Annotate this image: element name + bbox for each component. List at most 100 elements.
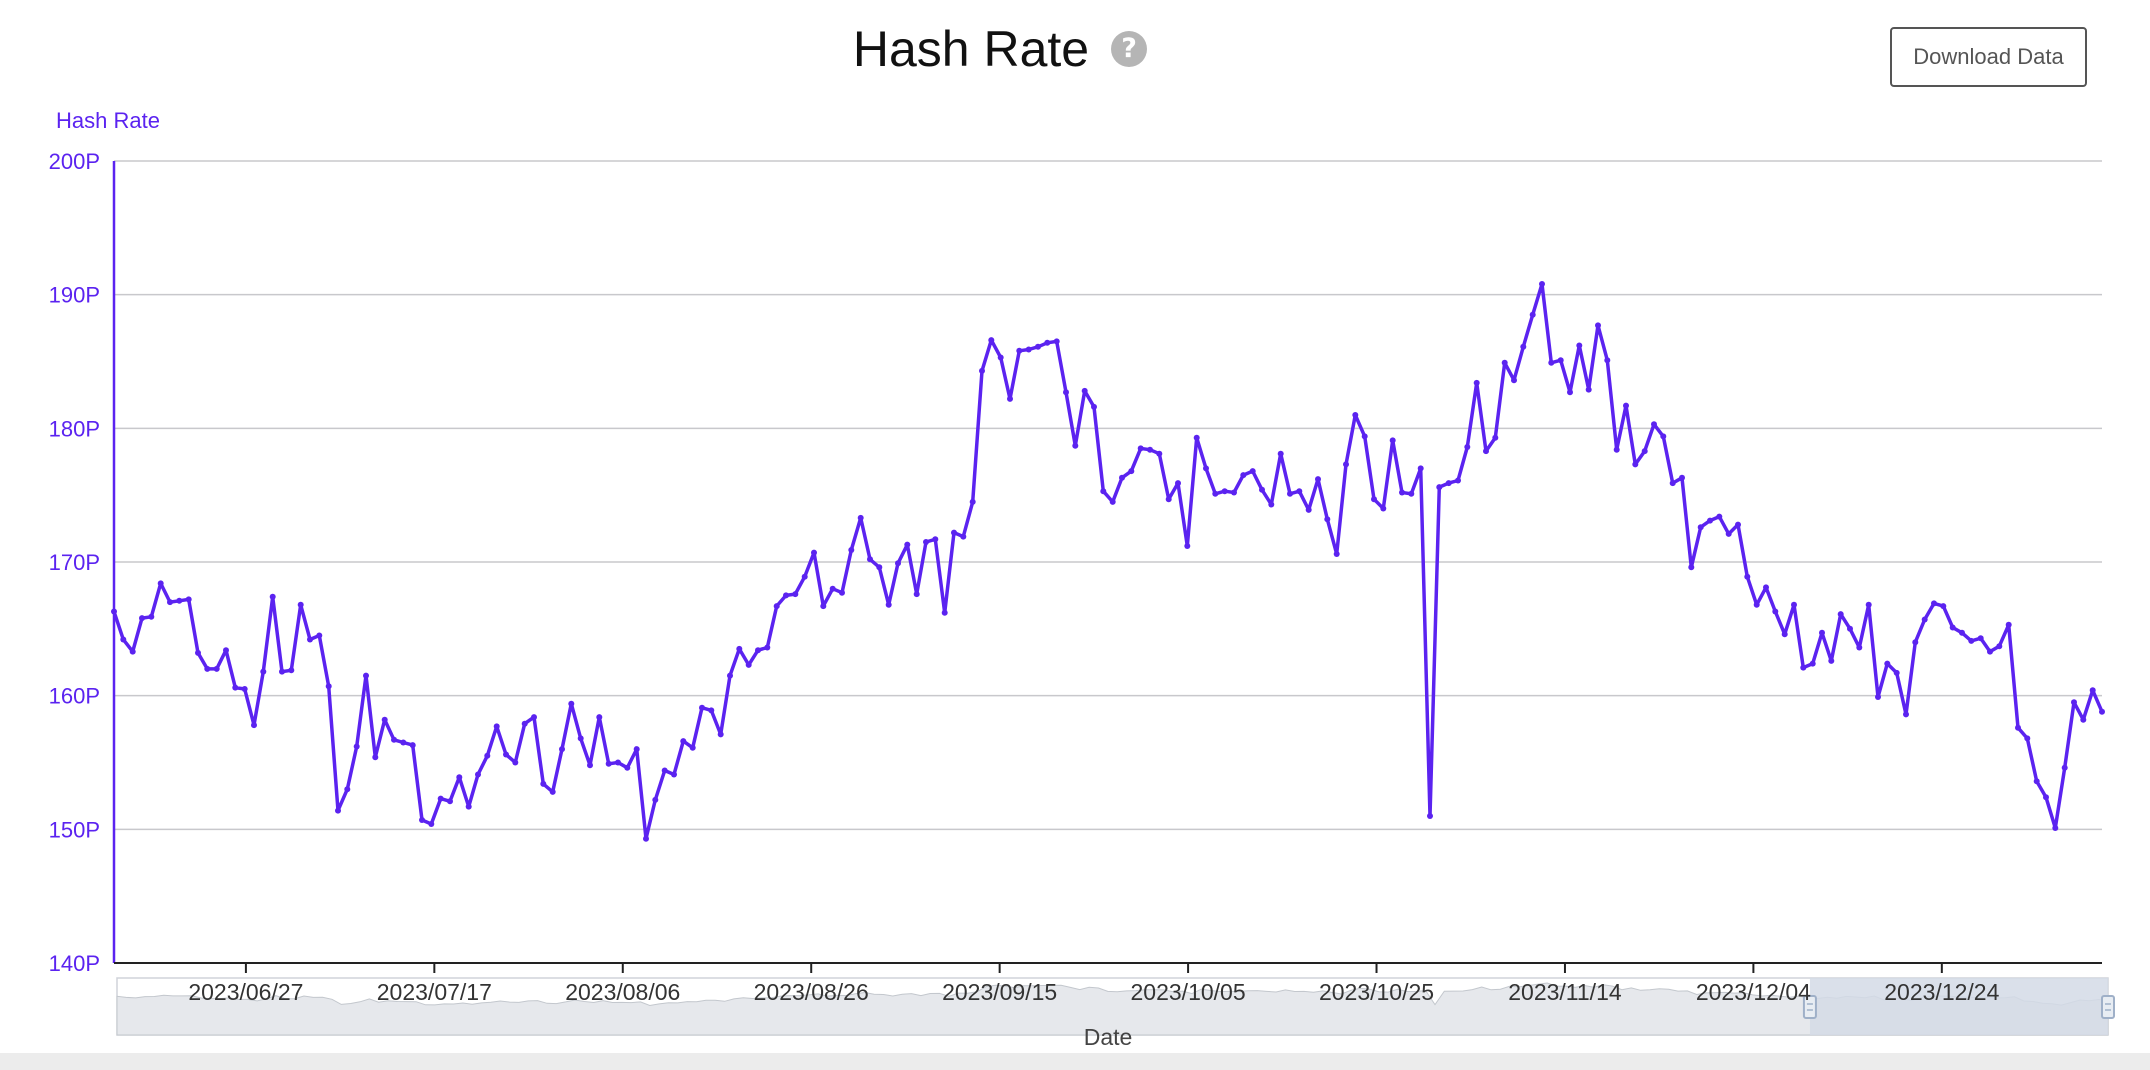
data-point bbox=[661, 767, 668, 774]
data-point bbox=[1557, 357, 1564, 364]
data-point bbox=[1455, 477, 1461, 484]
data-point bbox=[783, 592, 789, 599]
data-point bbox=[391, 736, 397, 743]
data-point bbox=[1212, 490, 1219, 497]
data-point bbox=[1744, 573, 1751, 580]
data-point bbox=[1333, 551, 1340, 557]
x-tick-label: 2023/12/24 bbox=[1884, 979, 1999, 1005]
y-tick-label: 200P bbox=[49, 149, 100, 174]
x-tick-label: 2023/10/05 bbox=[1131, 979, 1246, 1005]
overview-area bbox=[116, 982, 2109, 1036]
data-point bbox=[913, 591, 920, 598]
data-point bbox=[1259, 486, 1265, 493]
data-point bbox=[512, 759, 519, 766]
data-point bbox=[139, 615, 145, 622]
data-point bbox=[1856, 644, 1863, 651]
data-point bbox=[1669, 480, 1676, 487]
data-point bbox=[223, 647, 229, 654]
data-point bbox=[708, 707, 715, 714]
data-point bbox=[1632, 461, 1639, 468]
data-point bbox=[1324, 516, 1331, 523]
data-point bbox=[1371, 496, 1377, 503]
data-point bbox=[437, 795, 444, 802]
data-point bbox=[1660, 433, 1667, 440]
data-point bbox=[232, 684, 239, 691]
data-point bbox=[1343, 461, 1349, 468]
data-point bbox=[773, 603, 780, 610]
data-point bbox=[521, 720, 528, 727]
data-point bbox=[1072, 442, 1079, 449]
data-point bbox=[755, 647, 761, 654]
data-point bbox=[1641, 448, 1648, 455]
data-point bbox=[1025, 346, 1032, 353]
data-point bbox=[1315, 476, 1321, 483]
page-title: Hash Rate bbox=[852, 21, 1090, 77]
data-point bbox=[195, 649, 201, 656]
data-point bbox=[1427, 813, 1433, 819]
data-point bbox=[1287, 490, 1293, 497]
data-point bbox=[643, 835, 649, 842]
data-point bbox=[1865, 601, 1872, 608]
data-point bbox=[363, 672, 369, 679]
data-point bbox=[325, 683, 332, 690]
x-tick-label: 2023/08/06 bbox=[565, 979, 680, 1005]
data-point bbox=[596, 714, 603, 721]
data-point bbox=[979, 367, 985, 374]
data-point bbox=[2033, 778, 2040, 785]
data-point bbox=[1417, 465, 1424, 472]
data-point bbox=[1707, 517, 1713, 524]
data-point bbox=[176, 597, 183, 604]
data-point bbox=[1539, 281, 1545, 287]
data-point bbox=[1119, 474, 1125, 481]
data-point bbox=[1809, 660, 1816, 667]
data-point bbox=[1352, 412, 1359, 418]
data-point bbox=[120, 636, 127, 643]
data-point bbox=[185, 596, 192, 603]
data-point bbox=[671, 771, 677, 778]
data-point bbox=[335, 807, 341, 814]
data-point bbox=[1940, 603, 1947, 610]
data-point bbox=[1595, 322, 1601, 329]
data-point bbox=[503, 751, 509, 758]
data-point bbox=[876, 564, 883, 571]
data-point bbox=[540, 780, 547, 787]
data-point bbox=[1501, 359, 1508, 366]
data-point bbox=[484, 752, 491, 759]
data-point bbox=[1203, 465, 1209, 472]
data-point bbox=[1837, 611, 1844, 618]
data-point bbox=[680, 738, 687, 745]
data-point bbox=[493, 723, 500, 730]
data-point bbox=[624, 764, 631, 771]
overview-handle[interactable] bbox=[2101, 995, 2115, 1019]
data-point bbox=[792, 591, 799, 598]
data-point bbox=[1604, 357, 1611, 364]
data-point bbox=[1035, 343, 1041, 350]
data-point bbox=[372, 754, 379, 761]
data-point bbox=[1800, 664, 1807, 671]
data-point bbox=[269, 593, 276, 600]
y-tick-label: 170P bbox=[49, 550, 100, 575]
data-point bbox=[1380, 505, 1387, 512]
data-point bbox=[1137, 445, 1144, 452]
download-data-button[interactable]: Download Data bbox=[1890, 27, 2087, 87]
overview-handle[interactable] bbox=[1802, 995, 1817, 1019]
data-point bbox=[1987, 648, 1993, 655]
data-point bbox=[213, 665, 220, 672]
data-point bbox=[1959, 629, 1965, 636]
data-point bbox=[447, 798, 453, 805]
data-point bbox=[839, 589, 845, 596]
data-point bbox=[1165, 496, 1172, 503]
data-point bbox=[1277, 450, 1284, 457]
data-point bbox=[885, 601, 892, 608]
data-point bbox=[297, 601, 304, 608]
data-point bbox=[111, 608, 117, 615]
data-point bbox=[1128, 468, 1135, 475]
data-point bbox=[820, 603, 827, 610]
data-point bbox=[549, 788, 556, 795]
question-circle-icon[interactable]: ? bbox=[1111, 31, 1148, 67]
data-point bbox=[1949, 624, 1956, 631]
data-point bbox=[1464, 444, 1471, 450]
data-point bbox=[988, 337, 995, 344]
data-point bbox=[1305, 506, 1312, 513]
data-point bbox=[241, 686, 248, 692]
